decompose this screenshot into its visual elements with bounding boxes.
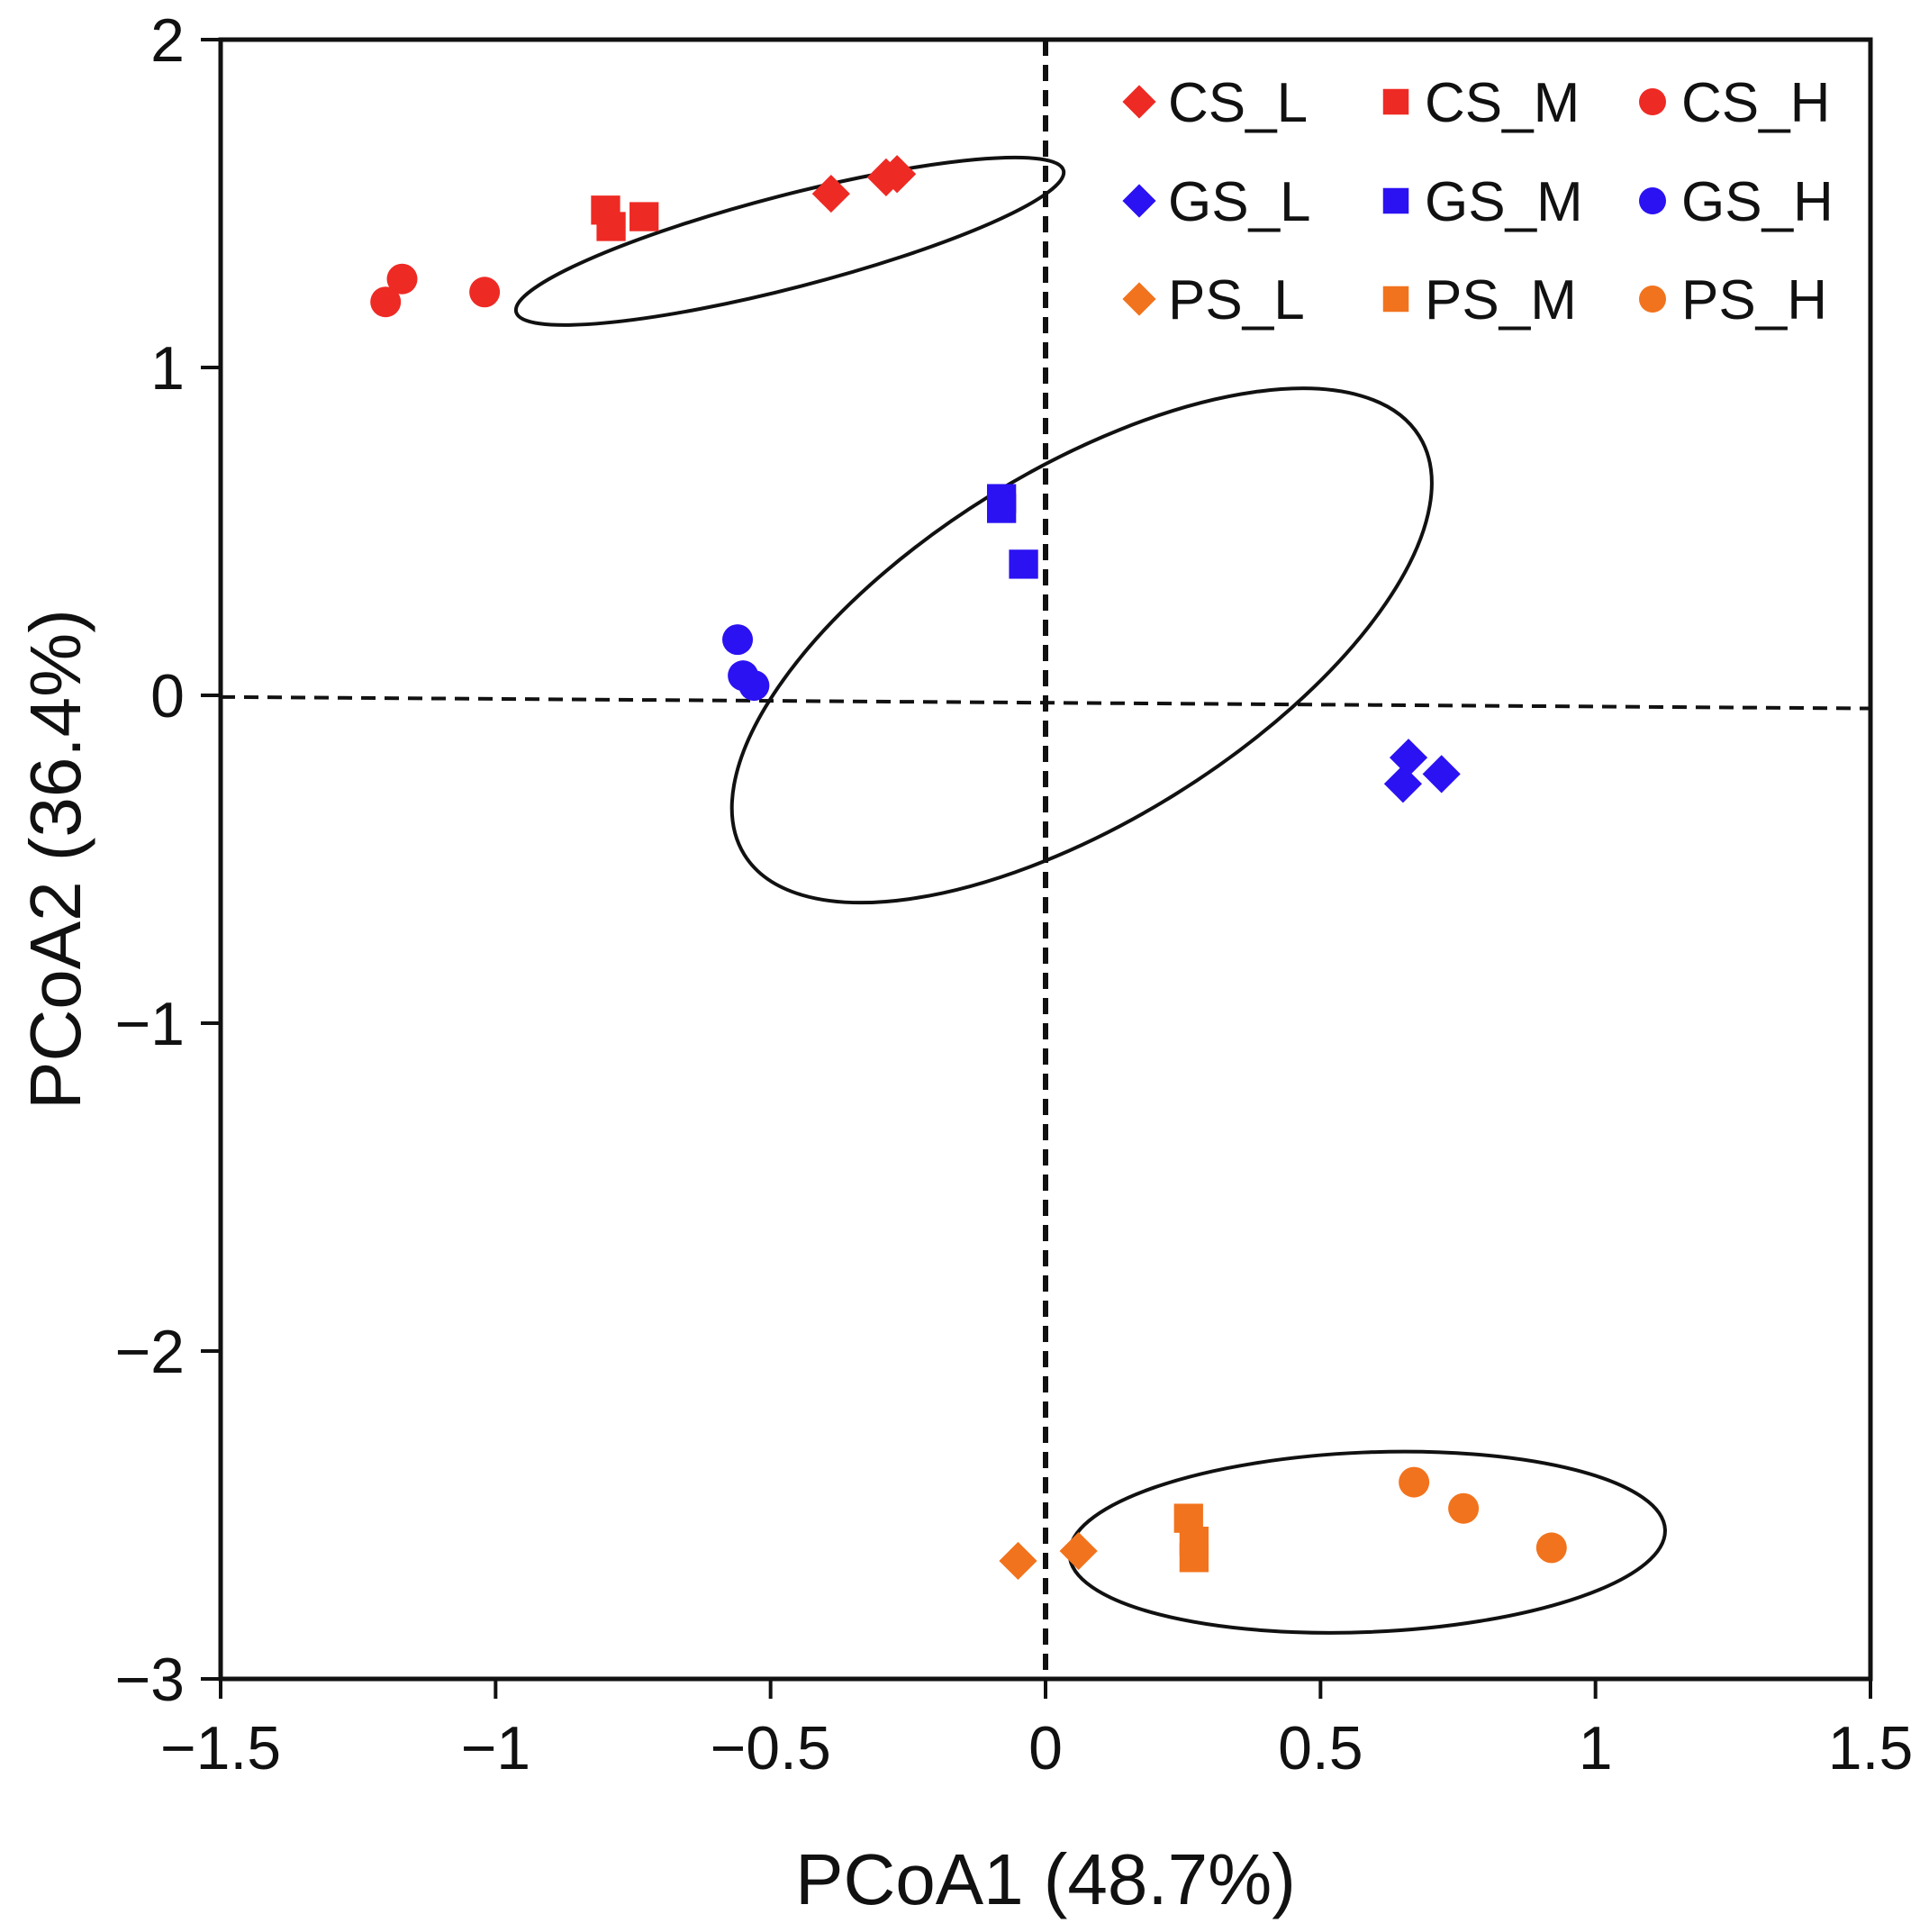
x-tick-label: −1 (461, 1714, 531, 1782)
series-ps-h (1399, 1466, 1567, 1564)
x-tick-label: 0 (1028, 1714, 1063, 1782)
y-tick-label: 2 (150, 6, 185, 75)
point-gs-l (1383, 765, 1423, 803)
series-ps-l (999, 1531, 1098, 1581)
ellipse-cs (513, 155, 1066, 327)
point-cs-m (629, 202, 659, 231)
point-gs-h (738, 670, 770, 702)
point-gs-l (1422, 755, 1461, 794)
y-tick-label: −1 (114, 990, 185, 1058)
data-points (370, 155, 1567, 1581)
y-tick-label: −3 (114, 1646, 185, 1714)
point-ps-h (1448, 1492, 1480, 1524)
point-ps-h (1535, 1532, 1567, 1564)
legend-marker-gs-m (1382, 187, 1409, 214)
legend-item-gs-h: GS_H (1639, 171, 1834, 233)
legend: CS_L CS_M CS_H GS_L GS_M GS_H PS_L PS_M PS_H (1122, 72, 1834, 331)
x-tick-label: 0.5 (1278, 1714, 1363, 1782)
legend-label: PS_M (1425, 269, 1577, 331)
point-cs-h (386, 263, 418, 295)
legend-item-ps-m: PS_M (1382, 269, 1577, 331)
legend-marker-ps-l (1122, 282, 1156, 316)
legend-item-cs-h: CS_H (1639, 72, 1830, 134)
legend-label: CS_L (1168, 72, 1308, 134)
point-gs-m (1009, 549, 1038, 579)
ellipse-gs (729, 386, 1434, 905)
legend-label: CS_H (1681, 72, 1830, 134)
x-axis-title: PCoA1 (48.7%) (795, 1839, 1296, 1919)
legend-item-cs-l: CS_L (1122, 72, 1308, 134)
series-cs-l (811, 155, 917, 213)
point-gs-m (986, 494, 1017, 523)
horizontal-dashed-line (220, 694, 1871, 711)
point-ps-l (999, 1541, 1037, 1581)
legend-marker-cs-l (1122, 85, 1156, 119)
series-gs-h (722, 624, 770, 702)
series-ps-m (1173, 1503, 1209, 1573)
series-gs-l (1383, 739, 1461, 803)
ellipse-ps (1067, 1449, 1667, 1635)
point-ps-l (1059, 1531, 1098, 1571)
legend-item-ps-l: PS_L (1122, 269, 1305, 331)
legend-marker-cs-h (1639, 88, 1666, 115)
legend-marker-gs-h (1639, 187, 1666, 214)
legend-label: CS_M (1425, 72, 1580, 134)
y-tick-label: −2 (114, 1318, 185, 1386)
point-cs-h (370, 286, 402, 318)
legend-label: PS_H (1681, 269, 1827, 331)
x-tick-label: −0.5 (711, 1714, 831, 1782)
point-cs-l (878, 155, 917, 194)
legend-label: GS_L (1168, 171, 1311, 233)
point-cs-h (469, 277, 501, 308)
point-gs-h (722, 624, 754, 656)
point-gs-l (1389, 739, 1428, 777)
y-axis-title: PCoA2 (36.4%) (15, 609, 95, 1110)
legend-item-ps-h: PS_H (1639, 269, 1827, 331)
legend-label: GS_H (1681, 171, 1834, 233)
point-cs-m (596, 212, 626, 241)
point-ps-h (1399, 1466, 1430, 1498)
y-tick-label: 1 (150, 334, 185, 403)
legend-marker-gs-l (1122, 184, 1156, 218)
series-gs-m (986, 484, 1038, 579)
x-tick-label: −1.5 (160, 1714, 281, 1782)
legend-marker-cs-m (1382, 88, 1409, 115)
y-tick-label: 0 (150, 662, 185, 730)
series-cs-h (370, 263, 501, 318)
x-tick-label: 1 (1579, 1714, 1613, 1782)
axis-ticks: −1.5 −1 −0.5 0 0.5 1 1.5 −3 −2 −1 0 1 2 (114, 6, 1913, 1782)
legend-label: PS_L (1168, 269, 1305, 331)
legend-label: GS_M (1425, 171, 1583, 233)
legend-marker-ps-h (1639, 286, 1666, 313)
point-ps-m (1179, 1543, 1209, 1573)
series-cs-m (591, 195, 659, 241)
legend-item-gs-m: GS_M (1382, 171, 1583, 233)
cluster-ellipses (513, 155, 1667, 1635)
point-cs-l (811, 175, 850, 213)
legend-marker-ps-m (1382, 286, 1409, 313)
x-tick-label: 1.5 (1828, 1714, 1914, 1782)
legend-item-gs-l: GS_L (1122, 171, 1311, 233)
legend-item-cs-m: CS_M (1382, 72, 1580, 134)
